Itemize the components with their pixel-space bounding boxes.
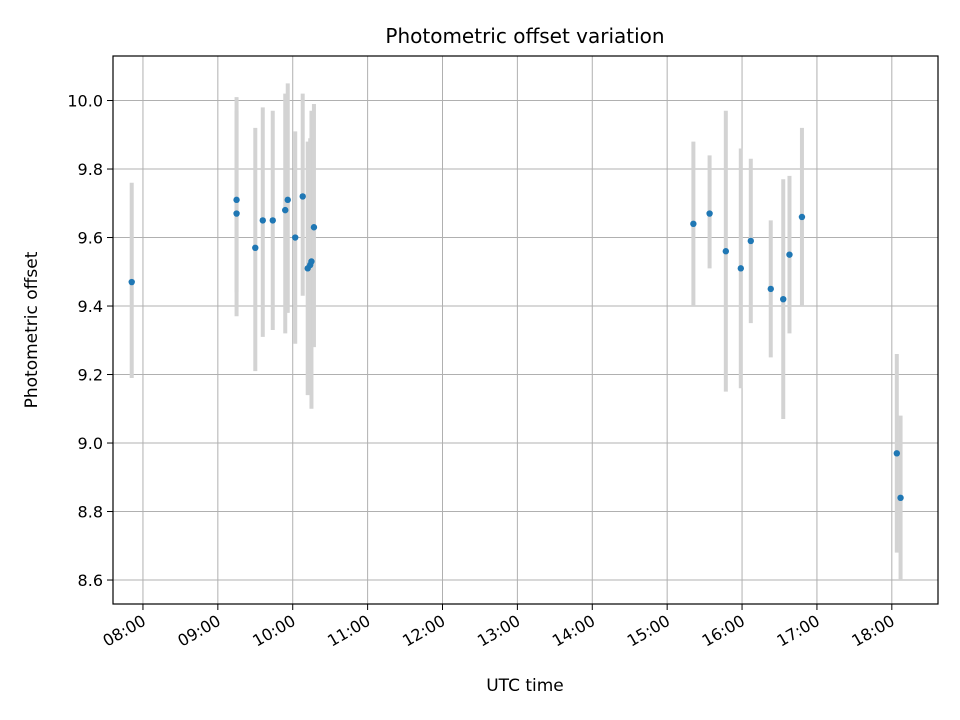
data-point	[292, 234, 299, 241]
data-point	[737, 265, 744, 272]
data-point	[282, 206, 289, 214]
data-point	[722, 248, 730, 255]
data-point	[747, 237, 754, 245]
data-point	[798, 213, 806, 221]
grid	[113, 56, 938, 604]
data-point	[233, 210, 240, 217]
data-point	[299, 193, 306, 200]
chart-title: Photometric offset variation	[385, 24, 664, 48]
y-tick-label: 10.0	[67, 92, 103, 111]
data-point	[780, 295, 787, 303]
data-point	[308, 258, 315, 265]
y-axis-label: Photometric offset	[22, 251, 42, 408]
data-points	[128, 193, 904, 502]
data-point	[310, 224, 318, 231]
data-point	[893, 450, 901, 457]
data-point	[897, 494, 904, 502]
y-tick-label: 8.6	[78, 571, 103, 590]
y-tick-label: 9.4	[78, 297, 103, 316]
y-axis-ticks: 8.6 8.8 9.0 9.2 9.4 9.6 9.8 10.0	[67, 92, 113, 590]
data-point	[284, 196, 291, 204]
y-tick-label: 9.2	[78, 366, 103, 385]
y-tick-label: 9.8	[78, 160, 103, 179]
x-axis-label: UTC time	[486, 676, 564, 696]
y-tick-label: 9.0	[78, 434, 103, 453]
y-tick-label: 9.6	[78, 229, 103, 248]
data-point	[767, 285, 774, 293]
plot-frame	[112, 55, 939, 605]
data-point	[252, 244, 259, 251]
data-point	[128, 278, 135, 286]
data-point	[269, 217, 276, 224]
y-tick-label: 8.8	[78, 503, 103, 522]
data-point	[690, 220, 697, 228]
data-point	[259, 217, 266, 224]
data-point	[233, 196, 240, 204]
data-point	[786, 251, 793, 258]
data-point	[706, 210, 713, 217]
